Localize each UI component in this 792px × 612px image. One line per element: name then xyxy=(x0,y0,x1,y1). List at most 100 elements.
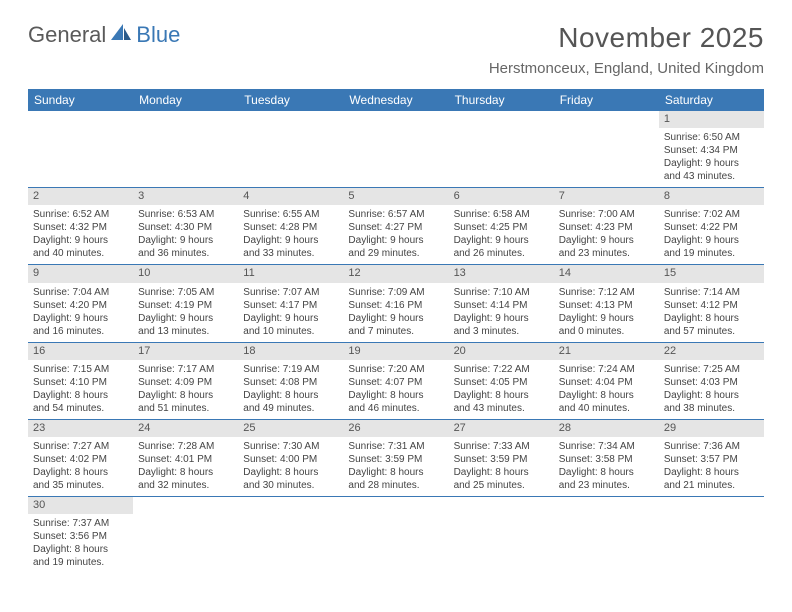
day-data-line: Daylight: 9 hours xyxy=(559,312,654,325)
day-number: 11 xyxy=(238,265,343,282)
day-data-line: Sunrise: 7:14 AM xyxy=(664,286,759,299)
calendar-cell: 13Sunrise: 7:10 AMSunset: 4:14 PMDayligh… xyxy=(449,265,554,342)
day-data: Sunrise: 7:36 AMSunset: 3:57 PMDaylight:… xyxy=(659,437,764,496)
day-number: 6 xyxy=(449,188,554,205)
day-data: Sunrise: 7:14 AMSunset: 4:12 PMDaylight:… xyxy=(659,283,764,342)
day-data-line: Sunrise: 7:09 AM xyxy=(348,286,443,299)
calendar-cell xyxy=(133,111,238,188)
day-data-line: and 0 minutes. xyxy=(559,325,654,338)
day-data-line: Sunset: 4:09 PM xyxy=(138,376,233,389)
day-data-line: and 16 minutes. xyxy=(33,325,128,338)
day-data-line: Sunrise: 7:34 AM xyxy=(559,440,654,453)
day-data: Sunrise: 7:12 AMSunset: 4:13 PMDaylight:… xyxy=(554,283,659,342)
day-data-line: Sunset: 3:59 PM xyxy=(348,453,443,466)
day-number: 21 xyxy=(554,343,659,360)
day-data-line: and 51 minutes. xyxy=(138,402,233,415)
day-data-line: Sunset: 4:27 PM xyxy=(348,221,443,234)
day-number: 27 xyxy=(449,420,554,437)
day-number: 12 xyxy=(343,265,448,282)
day-data-line: Sunset: 4:32 PM xyxy=(33,221,128,234)
calendar-cell: 14Sunrise: 7:12 AMSunset: 4:13 PMDayligh… xyxy=(554,265,659,342)
day-data: Sunrise: 6:53 AMSunset: 4:30 PMDaylight:… xyxy=(133,205,238,264)
day-data-line: and 40 minutes. xyxy=(559,402,654,415)
logo: General Blue xyxy=(28,22,180,48)
day-data-line: and 54 minutes. xyxy=(33,402,128,415)
day-data-line: and 32 minutes. xyxy=(138,479,233,492)
day-data-line: Sunset: 4:30 PM xyxy=(138,221,233,234)
day-number: 10 xyxy=(133,265,238,282)
day-data-line: and 43 minutes. xyxy=(454,402,549,415)
calendar-cell: 7Sunrise: 7:00 AMSunset: 4:23 PMDaylight… xyxy=(554,188,659,265)
calendar-cell: 2Sunrise: 6:52 AMSunset: 4:32 PMDaylight… xyxy=(28,188,133,265)
day-data-line: Sunrise: 7:04 AM xyxy=(33,286,128,299)
day-number: 25 xyxy=(238,420,343,437)
day-data: Sunrise: 6:50 AMSunset: 4:34 PMDaylight:… xyxy=(659,128,764,187)
calendar-cell: 16Sunrise: 7:15 AMSunset: 4:10 PMDayligh… xyxy=(28,342,133,419)
calendar-cell: 10Sunrise: 7:05 AMSunset: 4:19 PMDayligh… xyxy=(133,265,238,342)
calendar-cell xyxy=(659,496,764,573)
day-data-line: Daylight: 9 hours xyxy=(33,312,128,325)
day-data: Sunrise: 7:10 AMSunset: 4:14 PMDaylight:… xyxy=(449,283,554,342)
calendar-cell xyxy=(133,496,238,573)
day-data-line: Daylight: 9 hours xyxy=(454,234,549,247)
day-data-line: Sunrise: 7:10 AM xyxy=(454,286,549,299)
day-data-line: Sunrise: 7:25 AM xyxy=(664,363,759,376)
title-block: November 2025 Herstmonceux, England, Uni… xyxy=(489,22,764,77)
calendar-cell: 26Sunrise: 7:31 AMSunset: 3:59 PMDayligh… xyxy=(343,419,448,496)
day-number: 7 xyxy=(554,188,659,205)
day-data-line: Sunset: 4:13 PM xyxy=(559,299,654,312)
calendar-cell: 20Sunrise: 7:22 AMSunset: 4:05 PMDayligh… xyxy=(449,342,554,419)
calendar-cell: 3Sunrise: 6:53 AMSunset: 4:30 PMDaylight… xyxy=(133,188,238,265)
day-data-line: Sunset: 4:01 PM xyxy=(138,453,233,466)
day-data-line: and 19 minutes. xyxy=(33,556,128,569)
day-data: Sunrise: 7:25 AMSunset: 4:03 PMDaylight:… xyxy=(659,360,764,419)
day-data-line: Daylight: 9 hours xyxy=(243,234,338,247)
day-number: 3 xyxy=(133,188,238,205)
day-data-line: Daylight: 8 hours xyxy=(664,466,759,479)
day-data-line: and 26 minutes. xyxy=(454,247,549,260)
header: General Blue November 2025 Herstmonceux,… xyxy=(28,22,764,77)
sail-icon xyxy=(109,22,133,48)
calendar-cell: 4Sunrise: 6:55 AMSunset: 4:28 PMDaylight… xyxy=(238,188,343,265)
day-data-line: Daylight: 8 hours xyxy=(33,466,128,479)
day-data-line: and 21 minutes. xyxy=(664,479,759,492)
day-data-line: Daylight: 8 hours xyxy=(454,466,549,479)
day-data-line: Sunrise: 7:33 AM xyxy=(454,440,549,453)
day-data: Sunrise: 7:15 AMSunset: 4:10 PMDaylight:… xyxy=(28,360,133,419)
day-data-line: Sunset: 4:16 PM xyxy=(348,299,443,312)
logo-text-2: Blue xyxy=(136,22,180,48)
calendar-cell: 28Sunrise: 7:34 AMSunset: 3:58 PMDayligh… xyxy=(554,419,659,496)
day-data-line: Daylight: 9 hours xyxy=(243,312,338,325)
day-data-line: Sunset: 4:34 PM xyxy=(664,144,759,157)
day-data-line: Daylight: 9 hours xyxy=(348,312,443,325)
day-data-line: and 46 minutes. xyxy=(348,402,443,415)
weekday-header: Thursday xyxy=(449,89,554,111)
calendar-cell: 22Sunrise: 7:25 AMSunset: 4:03 PMDayligh… xyxy=(659,342,764,419)
day-data-line: Sunrise: 7:31 AM xyxy=(348,440,443,453)
calendar-cell xyxy=(28,111,133,188)
day-data: Sunrise: 7:27 AMSunset: 4:02 PMDaylight:… xyxy=(28,437,133,496)
calendar-cell: 29Sunrise: 7:36 AMSunset: 3:57 PMDayligh… xyxy=(659,419,764,496)
day-data: Sunrise: 7:07 AMSunset: 4:17 PMDaylight:… xyxy=(238,283,343,342)
weekday-header: Wednesday xyxy=(343,89,448,111)
day-data-line: Sunset: 3:57 PM xyxy=(664,453,759,466)
day-data-line: Daylight: 9 hours xyxy=(138,234,233,247)
calendar-cell: 8Sunrise: 7:02 AMSunset: 4:22 PMDaylight… xyxy=(659,188,764,265)
day-number: 20 xyxy=(449,343,554,360)
day-data-line: Sunset: 4:02 PM xyxy=(33,453,128,466)
day-data-line: Daylight: 9 hours xyxy=(33,234,128,247)
calendar-cell: 5Sunrise: 6:57 AMSunset: 4:27 PMDaylight… xyxy=(343,188,448,265)
day-data-line: Daylight: 9 hours xyxy=(138,312,233,325)
day-data-line: and 23 minutes. xyxy=(559,479,654,492)
calendar-cell: 6Sunrise: 6:58 AMSunset: 4:25 PMDaylight… xyxy=(449,188,554,265)
day-number: 24 xyxy=(133,420,238,437)
day-data: Sunrise: 7:37 AMSunset: 3:56 PMDaylight:… xyxy=(28,514,133,573)
day-data-line: Sunrise: 7:28 AM xyxy=(138,440,233,453)
day-number: 9 xyxy=(28,265,133,282)
day-number: 23 xyxy=(28,420,133,437)
day-data-line: Sunrise: 6:53 AM xyxy=(138,208,233,221)
calendar-cell: 18Sunrise: 7:19 AMSunset: 4:08 PMDayligh… xyxy=(238,342,343,419)
day-data-line: Sunrise: 7:00 AM xyxy=(559,208,654,221)
calendar-cell: 15Sunrise: 7:14 AMSunset: 4:12 PMDayligh… xyxy=(659,265,764,342)
calendar-cell xyxy=(343,496,448,573)
